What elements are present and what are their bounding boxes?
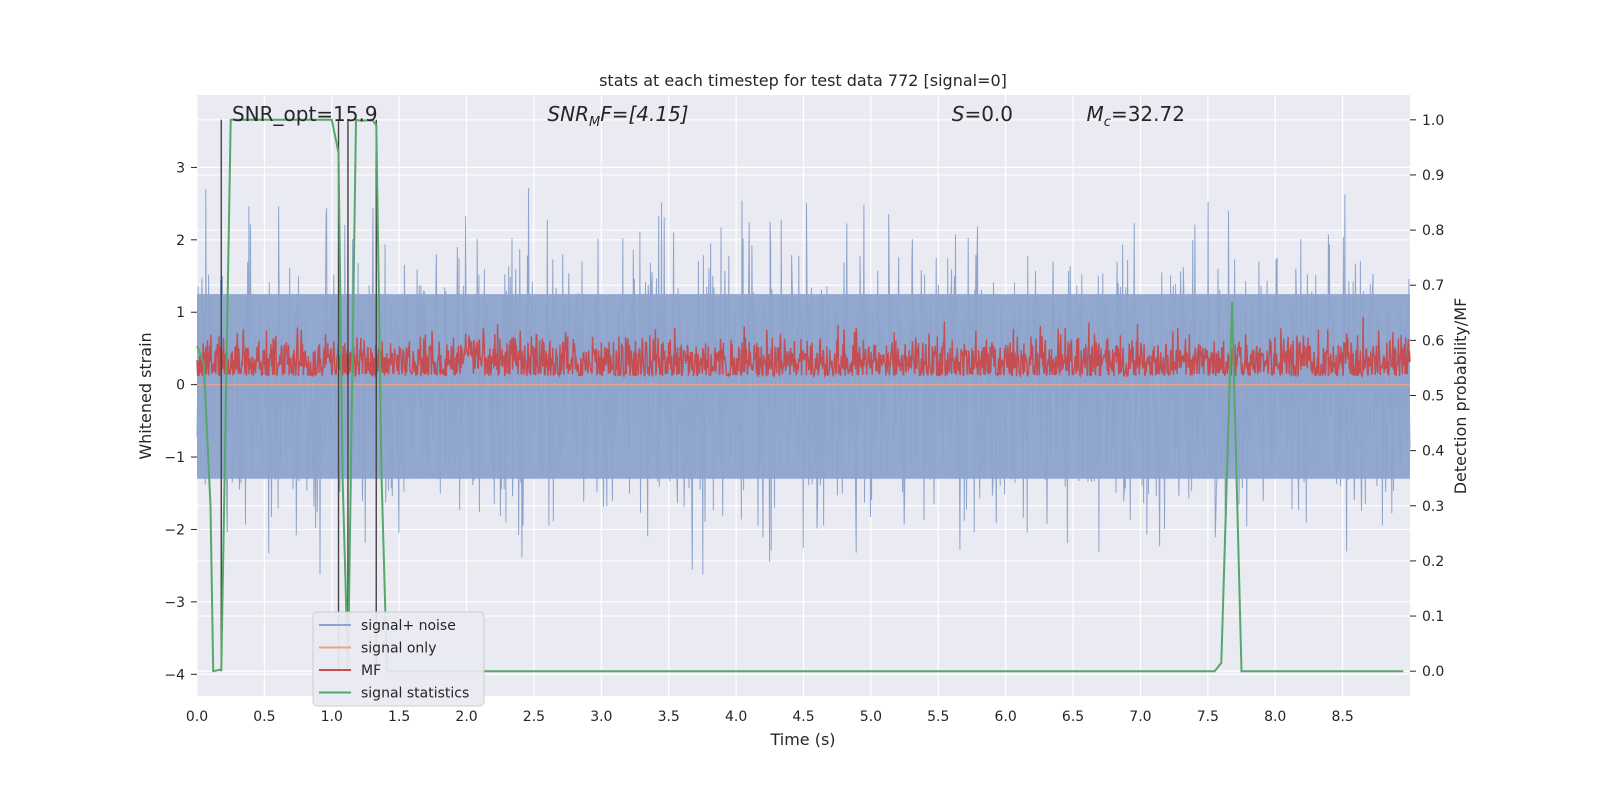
y-tick-label-6: 2 bbox=[176, 233, 185, 249]
y-tick-label-1: −3 bbox=[164, 595, 185, 611]
mf-line bbox=[196, 316, 1411, 379]
y2-tick-label-7: 0.7 bbox=[1422, 278, 1444, 294]
signal-noise-series bbox=[196, 187, 1411, 575]
y-tick-label-4: 0 bbox=[176, 378, 185, 394]
x-tick-label-13: 6.5 bbox=[1062, 709, 1084, 725]
annotation-2: S=0.0 bbox=[952, 102, 1013, 126]
y2-tick-label-10: 1.0 bbox=[1422, 113, 1444, 129]
legend-label-1: signal only bbox=[361, 641, 436, 657]
y2-tick-label-3: 0.3 bbox=[1422, 499, 1444, 515]
y2-tick-label-0: 0.0 bbox=[1422, 664, 1444, 680]
legend-label-2: MF bbox=[361, 663, 381, 679]
y-right-axis-label: Detection probability/MF bbox=[1451, 298, 1470, 495]
x-tick-label-14: 7.0 bbox=[1129, 709, 1151, 725]
signal-statistics-line bbox=[196, 118, 1404, 673]
x-tick-label-12: 6.0 bbox=[995, 709, 1017, 725]
x-tick-label-5: 2.5 bbox=[523, 709, 545, 725]
y-tick-label-0: −4 bbox=[164, 667, 185, 683]
annotation-0: SNR_opt=15.9 bbox=[232, 102, 378, 126]
annotations: SNR_opt=15.9 SNRMF=[4.15] S=0.0 Mc=32.72 bbox=[232, 102, 1185, 130]
annotation-3: Mc=32.72 bbox=[1087, 102, 1185, 130]
legend-label-3: signal statistics bbox=[361, 686, 469, 702]
signal-noise-line bbox=[196, 187, 1411, 575]
y-tick-label-5: 1 bbox=[176, 305, 185, 321]
x-axis-label: Time (s) bbox=[769, 730, 835, 749]
mf-series bbox=[196, 316, 1411, 379]
legend-box bbox=[312, 611, 485, 707]
y-axis-ticks: −4 −3 −2 −1 0 1 2 3 bbox=[164, 160, 197, 683]
x-tick-label-11: 5.5 bbox=[927, 709, 949, 725]
x-tick-label-0: 0.0 bbox=[186, 709, 208, 725]
y2-tick-label-9: 0.9 bbox=[1422, 168, 1444, 184]
x-tick-label-16: 8.0 bbox=[1264, 709, 1286, 725]
x-tick-label-6: 3.0 bbox=[590, 709, 612, 725]
x-tick-label-10: 5.0 bbox=[860, 709, 882, 725]
annotation-1: SNRMF=[4.15] bbox=[547, 102, 688, 130]
y-tick-label-3: −1 bbox=[164, 450, 185, 466]
y-right-axis-ticks: 0.0 0.1 0.2 0.3 0.4 0.5 0.6 0.7 0.8 0.9 1.0 bbox=[1410, 113, 1444, 680]
x-tick-label-15: 7.5 bbox=[1197, 709, 1219, 725]
x-tick-label-2: 1.0 bbox=[321, 709, 343, 725]
x-axis-ticks: 0.0 0.5 1.0 1.5 2.0 2.5 3.0 3.5 4.0 4.5 5.0 5.5 6.0 6… bbox=[186, 709, 1354, 725]
y-axis-label: Whitened strain bbox=[136, 332, 155, 459]
legend-label-0: signal+ noise bbox=[361, 618, 456, 634]
x-tick-label-1: 0.5 bbox=[253, 709, 275, 725]
y2-tick-label-8: 0.8 bbox=[1422, 223, 1444, 239]
x-tick-label-17: 8.5 bbox=[1331, 709, 1353, 725]
x-tick-label-3: 1.5 bbox=[388, 709, 410, 725]
y2-tick-label-2: 0.2 bbox=[1422, 554, 1444, 570]
x-tick-label-7: 3.5 bbox=[658, 709, 680, 725]
y-tick-label-2: −2 bbox=[164, 522, 185, 538]
y2-tick-label-6: 0.6 bbox=[1422, 333, 1444, 349]
signal-statistics-series bbox=[196, 118, 1404, 673]
y-tick-label-7: 3 bbox=[176, 160, 185, 176]
y2-tick-label-5: 0.5 bbox=[1422, 389, 1444, 405]
legend: signal+ noise signal only MF signal statist… bbox=[312, 611, 485, 707]
chart-title: stats at each timestep for test data 772… bbox=[599, 71, 1007, 90]
y2-tick-label-1: 0.1 bbox=[1422, 609, 1444, 625]
x-tick-label-4: 2.0 bbox=[455, 709, 477, 725]
x-tick-label-8: 4.0 bbox=[725, 709, 747, 725]
x-tick-label-9: 4.5 bbox=[792, 709, 814, 725]
y2-tick-label-4: 0.4 bbox=[1422, 444, 1444, 460]
